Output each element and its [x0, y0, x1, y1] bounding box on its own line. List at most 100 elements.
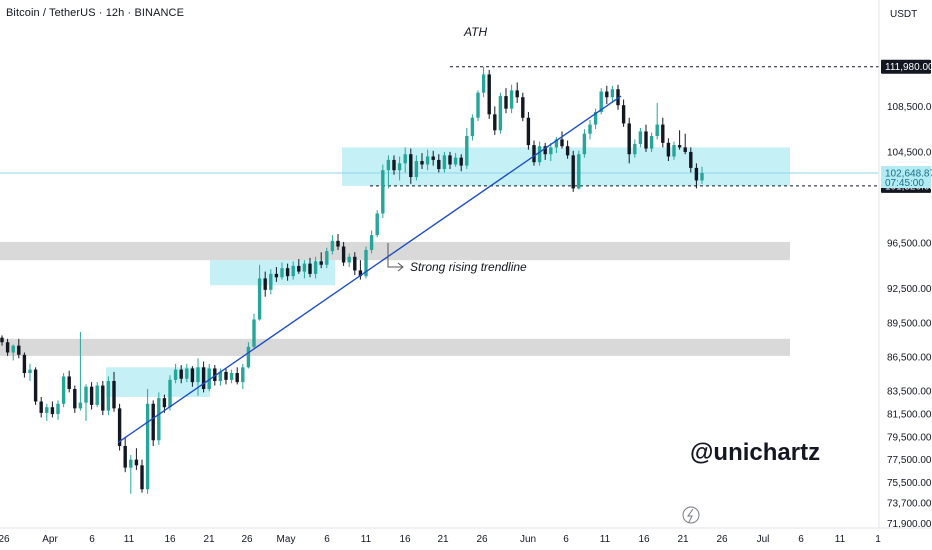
candle: [386, 155, 391, 189]
price-tick-label: 71,900.00: [887, 519, 932, 530]
price-tick-label: 92,500.00: [887, 284, 932, 295]
candle-body: [274, 273, 279, 278]
time-tick-label: 6: [89, 534, 95, 545]
candle-body: [330, 240, 335, 252]
candle: [689, 147, 693, 173]
candle: [605, 85, 609, 105]
candle: [549, 142, 553, 162]
candle: [577, 150, 581, 190]
candle-body: [140, 465, 144, 490]
candle: [414, 155, 419, 181]
candle-body: [162, 398, 167, 408]
candle: [437, 154, 441, 173]
candle-body: [448, 155, 452, 165]
candle: [616, 84, 620, 110]
candle-body: [459, 157, 463, 166]
time-axis[interactable]: 26 Apr 6 11 16 21 26 May 6 11 16 21 26 Jun 6 11 16 21 26 Ju…: [0, 534, 881, 545]
time-tick-label: 21: [437, 534, 449, 545]
candle: [241, 363, 245, 389]
candle-body: [112, 380, 116, 409]
candle-body: [56, 403, 60, 415]
candle-body: [5, 342, 10, 353]
time-tick-label: Jun: [520, 534, 536, 545]
price-tick-label: 73,700.00: [887, 498, 932, 509]
price-tick-label: 79,500.00: [887, 432, 932, 443]
candle-body: [549, 147, 553, 155]
candle: [11, 344, 15, 361]
candle: [347, 253, 351, 268]
candle-body: [78, 402, 83, 409]
current-price-tag: 102,648.87: [885, 169, 932, 180]
candle-body: [28, 369, 32, 374]
candle-body: [565, 146, 570, 156]
candle-body: [425, 156, 430, 165]
candle: [252, 313, 256, 350]
time-tick-label: 26: [0, 534, 10, 545]
candle: [201, 361, 206, 393]
candle-body: [123, 445, 127, 468]
candle: [145, 388, 150, 494]
candle-body: [453, 157, 458, 165]
candle: [196, 358, 200, 396]
candle: [269, 269, 273, 295]
candle-body: [397, 163, 402, 171]
candle-body: [280, 268, 284, 278]
candle-body: [487, 74, 491, 115]
candle-body: [61, 376, 66, 404]
price-tick-label: 77,500.00: [887, 455, 932, 466]
candle-body: [509, 90, 514, 109]
candle: [101, 380, 105, 416]
candle-body: [683, 147, 687, 152]
candle-body: [616, 89, 620, 106]
candle: [683, 133, 687, 155]
candle: [633, 139, 637, 158]
candle-body: [571, 155, 575, 189]
candle: [666, 138, 671, 162]
candle-body: [672, 145, 676, 157]
candle: [694, 163, 699, 189]
candle: [78, 331, 83, 411]
reference-lines: [0, 66, 879, 187]
candle: [543, 142, 547, 160]
candle-body: [526, 117, 531, 146]
candle-body: [515, 90, 519, 98]
candle: [341, 241, 346, 266]
candle: [129, 455, 133, 494]
candle: [448, 151, 452, 170]
candle: [526, 112, 531, 150]
ath-price-tag-bg: [881, 59, 931, 74]
candle: [515, 82, 519, 103]
candle-body: [325, 251, 329, 265]
candle: [67, 370, 71, 393]
candle: [22, 352, 27, 378]
time-tick-label: Apr: [42, 534, 58, 545]
candle-body: [285, 268, 290, 277]
annotation-arrowhead: [397, 262, 404, 272]
candle: [173, 363, 178, 384]
time-tick-label: 11: [835, 534, 846, 545]
trendline-layer: [117, 95, 622, 444]
candle-body: [17, 345, 21, 355]
candle-body: [73, 388, 77, 409]
candle: [112, 371, 116, 412]
candle: [487, 69, 491, 119]
candle: [274, 267, 279, 282]
candle: [123, 436, 127, 473]
candle: [420, 153, 424, 170]
candle-body: [101, 385, 105, 411]
countdown-tag: 07:45:00: [885, 178, 924, 189]
candle-body: [537, 146, 542, 163]
price-tick-label: 86,500.00: [887, 353, 932, 364]
replay-icon[interactable]: [682, 506, 700, 524]
current-price-tag-bg: [881, 166, 931, 189]
price-axis-bg[interactable]: [879, 0, 932, 550]
chart-title: Bitcoin / TetherUS · 12h · BINANCE: [6, 7, 185, 19]
candle-body: [45, 407, 49, 413]
candle: [403, 147, 407, 173]
candle-body: [700, 173, 704, 181]
candle-body: [627, 123, 631, 155]
candle: [297, 259, 301, 274]
candle-body: [588, 124, 592, 134]
candle: [453, 153, 458, 167]
